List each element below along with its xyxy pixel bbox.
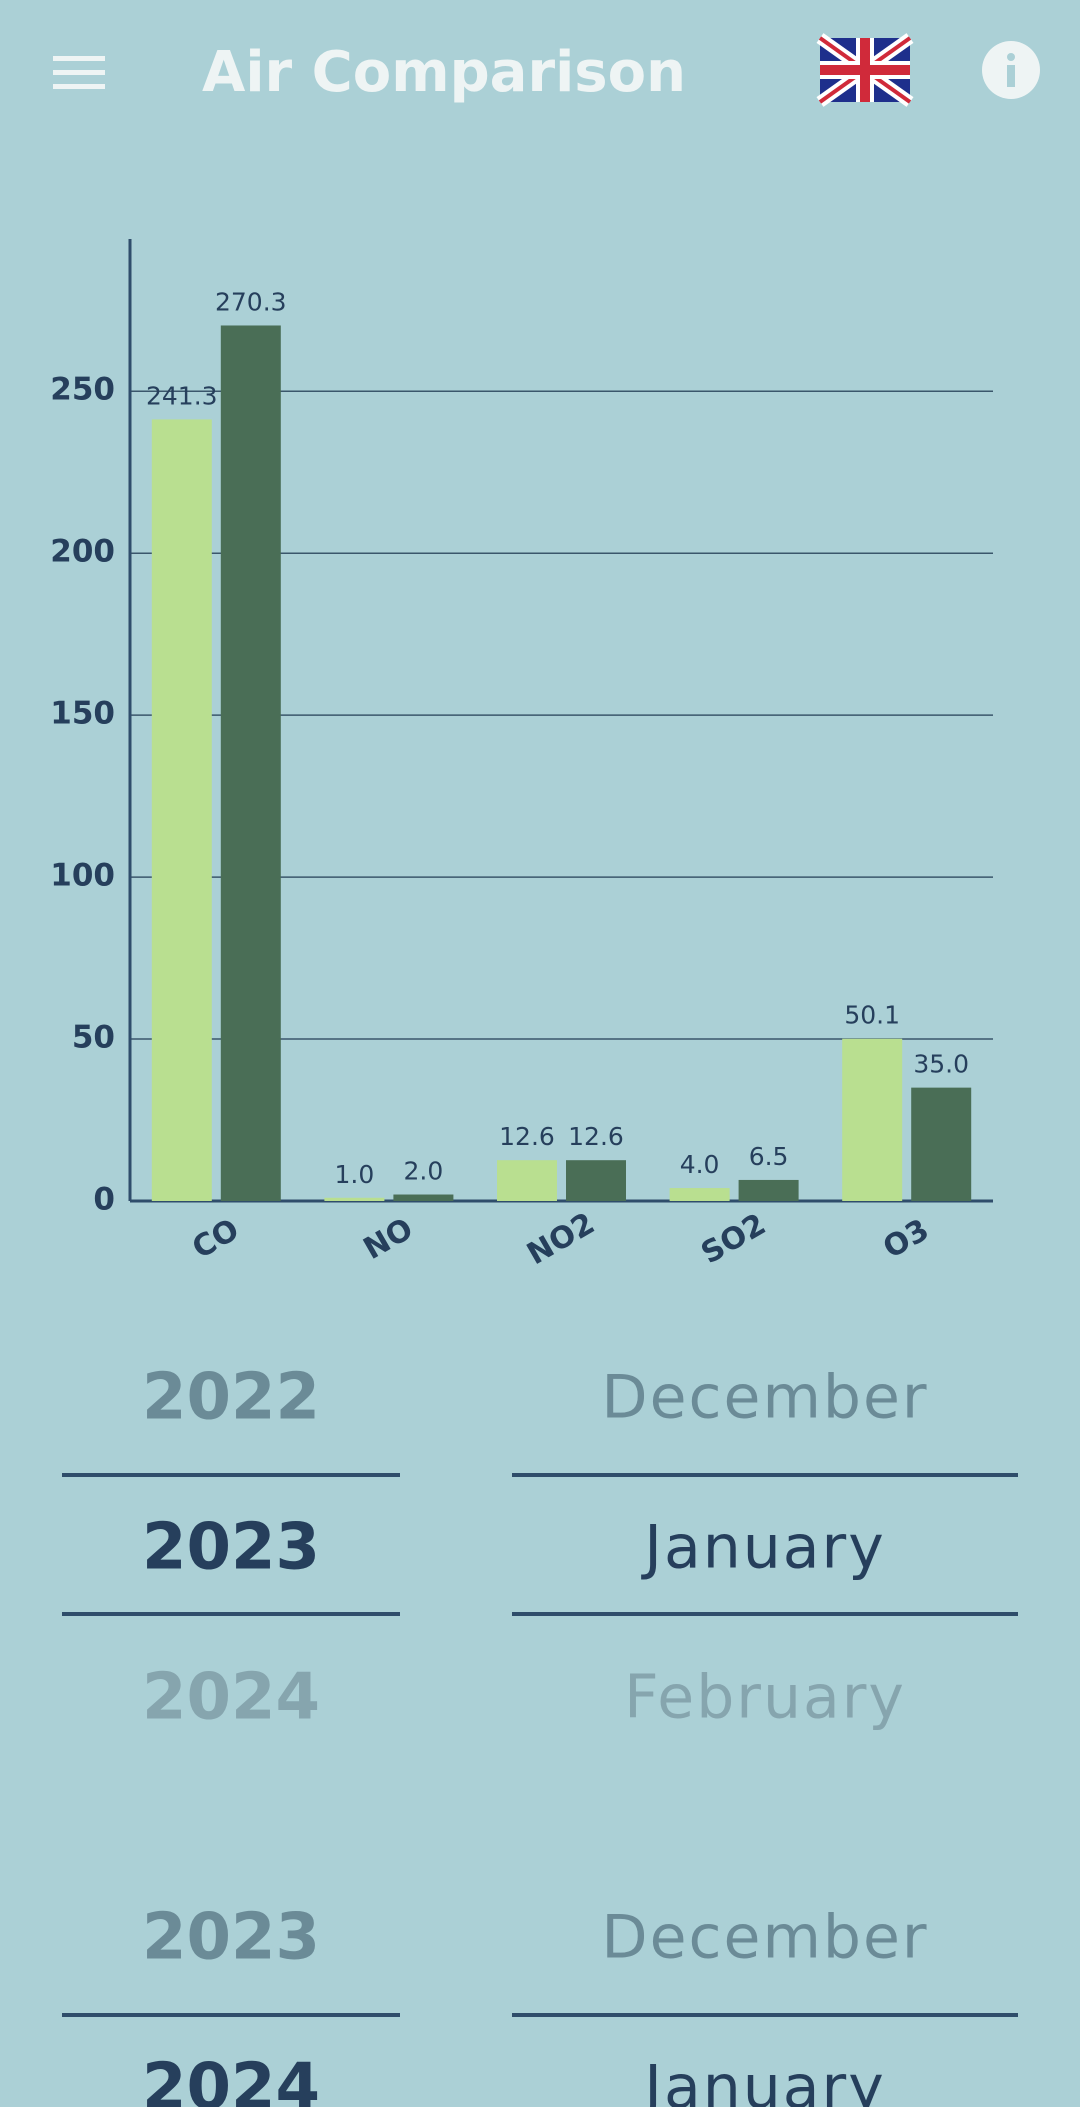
year-option[interactable]: 2023 (142, 1901, 320, 1975)
year-option[interactable]: 2024 (142, 2051, 320, 2107)
value-label: 241.3 (146, 381, 218, 410)
x-tick-label: NO (358, 1211, 419, 1267)
x-tick-label: O3 (877, 1212, 935, 1266)
year-option[interactable]: 2024 (142, 1661, 320, 1735)
value-label: 35.0 (913, 1050, 969, 1079)
month-option[interactable]: December (601, 1903, 928, 1973)
y-tick-label: 200 (50, 534, 115, 570)
value-label: 6.5 (749, 1142, 789, 1171)
y-tick-label: 50 (72, 1020, 115, 1056)
y-tick-label: 100 (50, 858, 115, 894)
menu-bar (53, 84, 105, 89)
bar (669, 1188, 730, 1201)
year-option[interactable]: 2022 (142, 1361, 320, 1435)
bar (393, 1194, 454, 1201)
value-label: 2.0 (404, 1157, 444, 1186)
bar (220, 325, 281, 1202)
value-label: 1.0 (335, 1160, 375, 1189)
month-option[interactable]: January (640, 1513, 885, 1583)
y-tick-label: 250 (50, 372, 115, 408)
bar (738, 1179, 799, 1201)
y-tick-label: 150 (50, 696, 115, 732)
value-label: 50.1 (844, 1001, 900, 1030)
bar (842, 1038, 903, 1201)
value-label: 4.0 (680, 1150, 720, 1179)
info-stem (1007, 65, 1015, 87)
x-tick-label: NO2 (521, 1206, 600, 1272)
bar (566, 1160, 626, 1201)
bar (497, 1160, 557, 1201)
menu-bar (53, 70, 105, 75)
x-tick-label: SO2 (695, 1207, 771, 1271)
y-tick-label: 0 (93, 1182, 115, 1218)
value-label: 12.6 (499, 1122, 555, 1151)
month-option[interactable]: February (624, 1663, 906, 1733)
flag-cross-red (860, 38, 870, 102)
bar (911, 1087, 972, 1201)
value-label: 12.6 (568, 1122, 624, 1151)
info-button[interactable] (982, 41, 1040, 99)
menu-bar (53, 56, 105, 61)
language-flag[interactable] (816, 33, 914, 107)
x-tick-label: CO (186, 1212, 245, 1266)
bar (151, 419, 212, 1201)
month-option[interactable]: January (640, 2053, 885, 2107)
info-dot (1007, 53, 1015, 61)
value-label: 270.3 (215, 287, 287, 316)
app-title: Air Comparison (202, 40, 686, 105)
bar (324, 1197, 385, 1201)
date-pickers: 2022 2023 2024 December January February 2023 2… (62, 1361, 1018, 2107)
chart: 0 50 100 150 200 250 CO 241.3 270.3 NO 1.0 2.0 NO2 12… (50, 239, 993, 1272)
menu-button[interactable] (53, 56, 105, 89)
year-option[interactable]: 2023 (142, 1511, 320, 1585)
month-option[interactable]: December (601, 1363, 928, 1433)
